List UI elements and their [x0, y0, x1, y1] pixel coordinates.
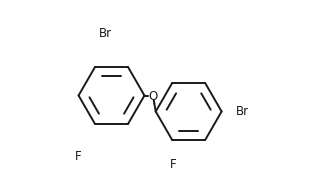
- Text: Br: Br: [236, 105, 249, 118]
- Text: O: O: [148, 90, 157, 103]
- Text: Br: Br: [99, 27, 112, 40]
- Text: F: F: [170, 158, 176, 171]
- Text: F: F: [74, 150, 81, 163]
